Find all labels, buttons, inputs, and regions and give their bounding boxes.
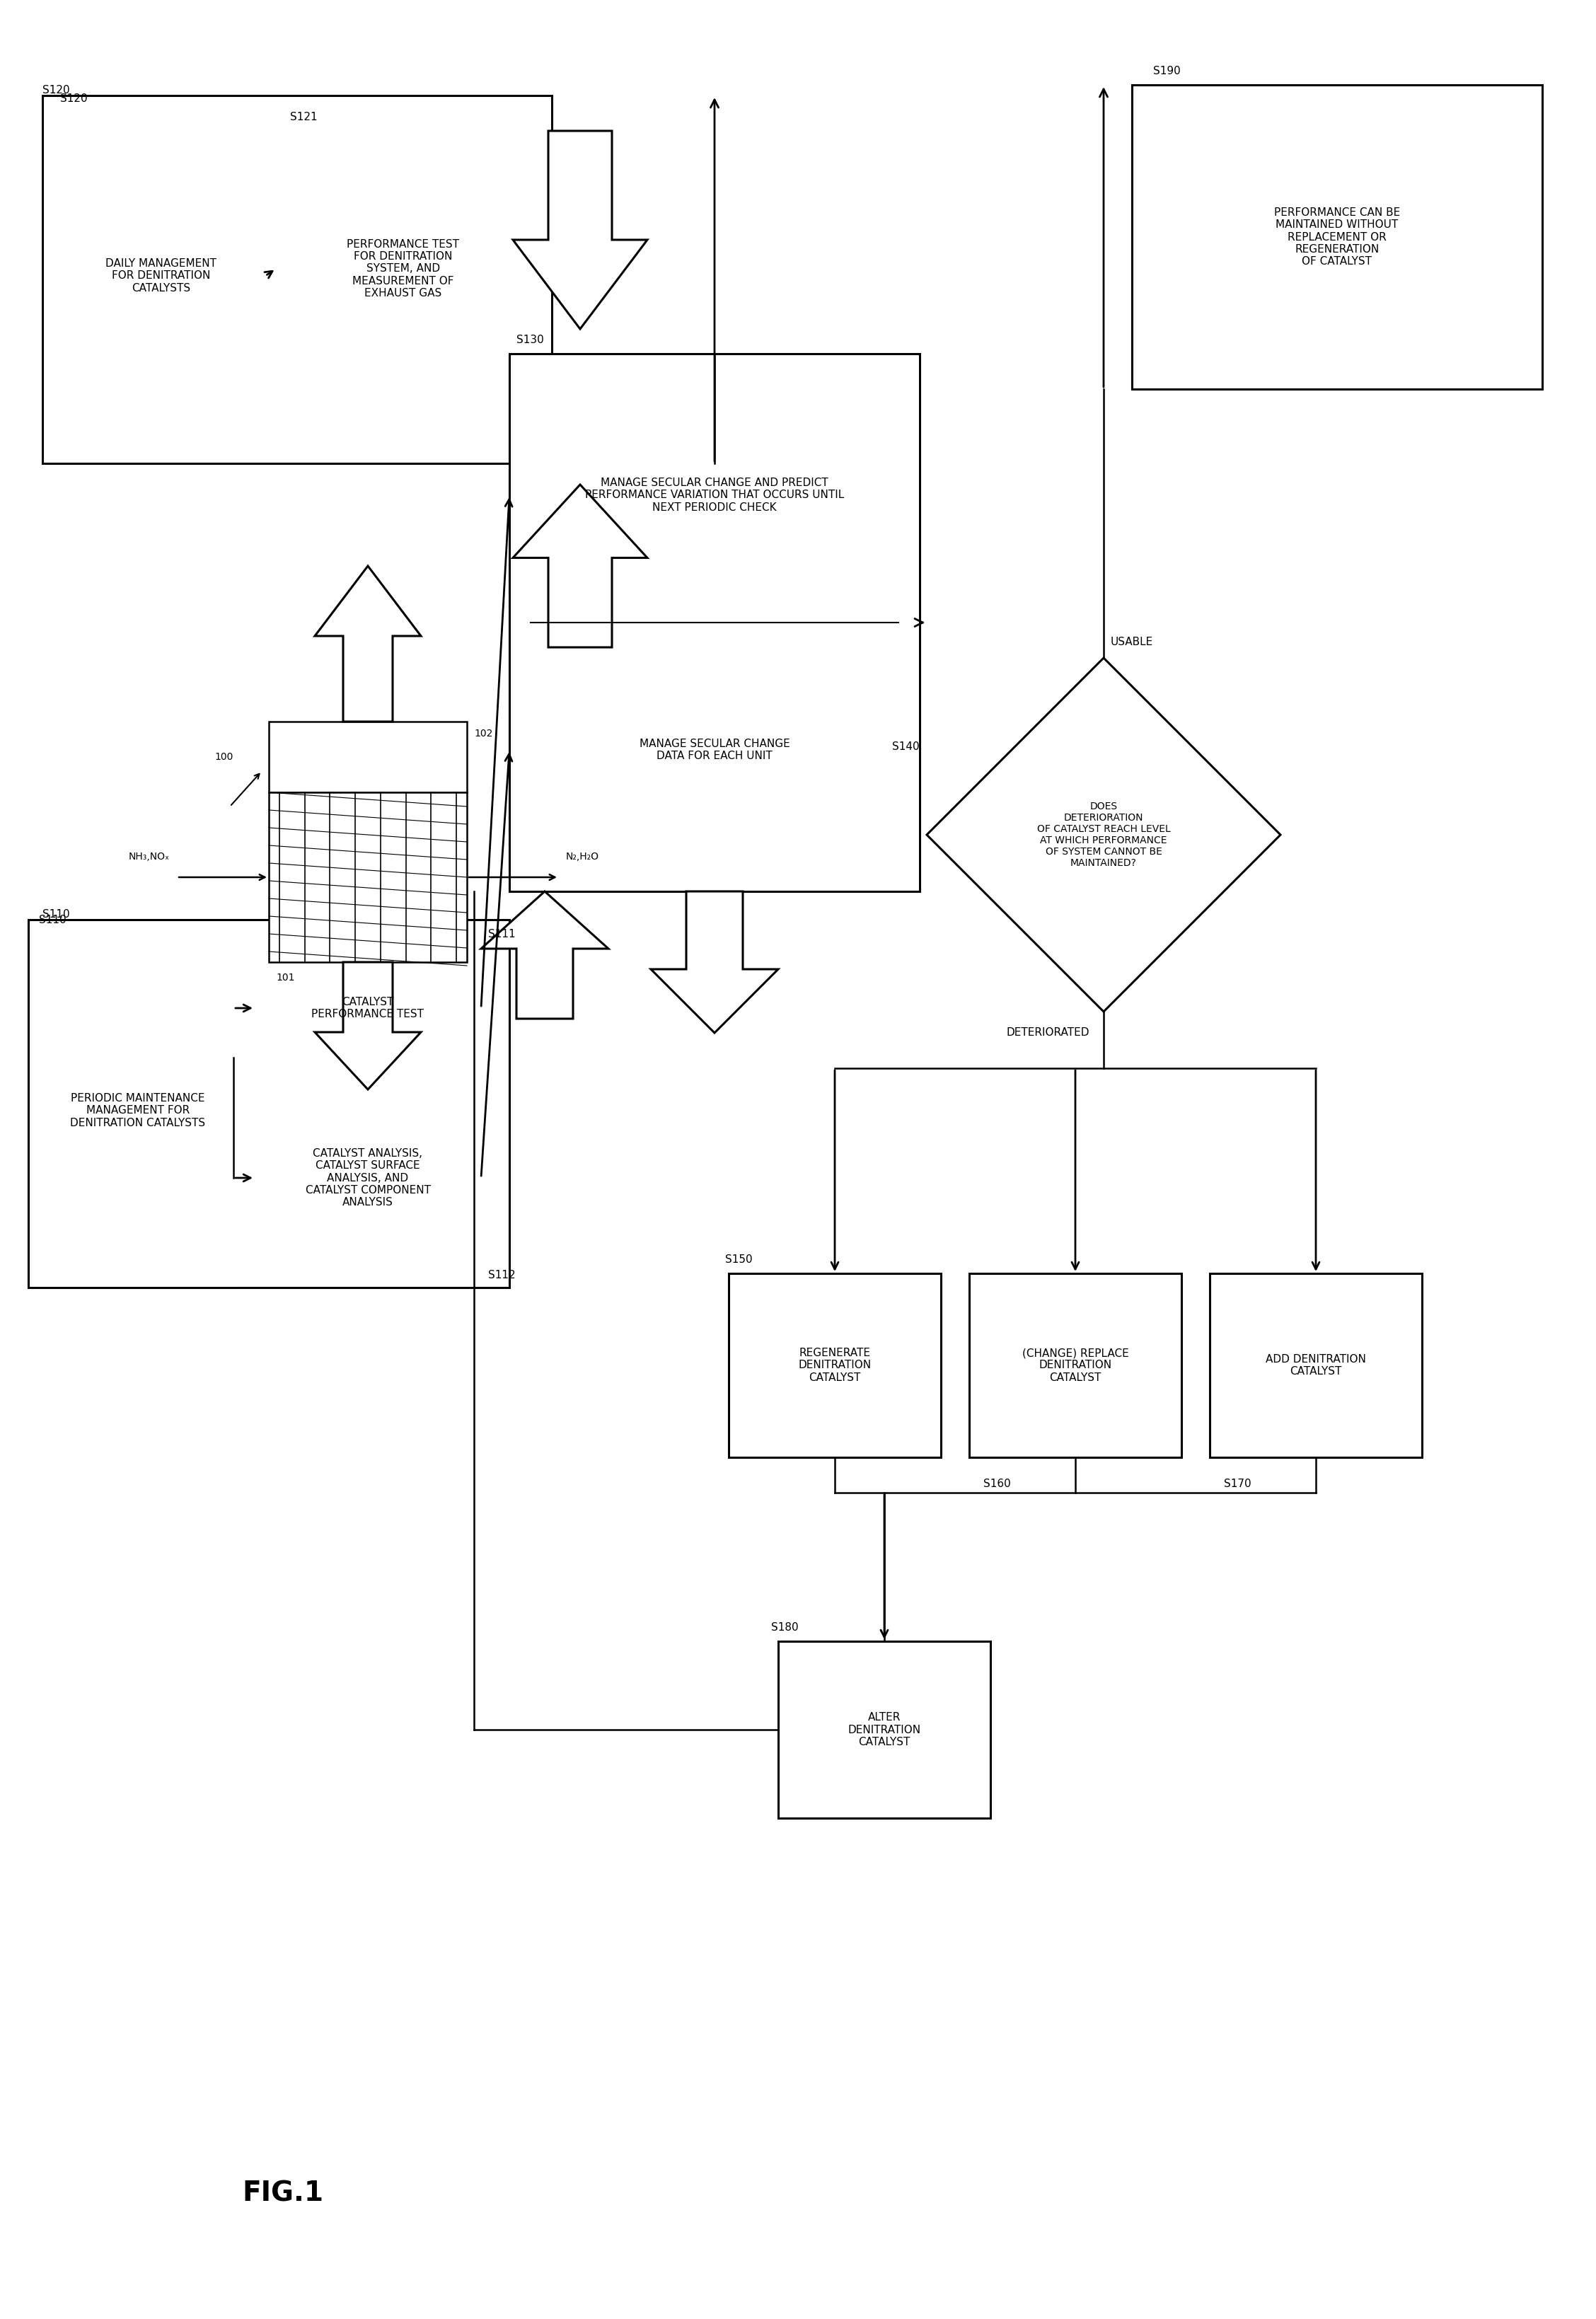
Polygon shape xyxy=(512,485,648,647)
FancyBboxPatch shape xyxy=(255,948,480,1069)
Text: ADD DENITRATION
CATALYST: ADD DENITRATION CATALYST xyxy=(1266,1354,1366,1377)
Text: S121: S121 xyxy=(290,111,318,123)
Bar xyxy=(509,355,919,890)
Polygon shape xyxy=(314,962,421,1090)
Text: NH₃,NOₓ: NH₃,NOₓ xyxy=(129,851,169,863)
Text: USABLE: USABLE xyxy=(1111,638,1154,647)
Bar xyxy=(43,935,233,1287)
Text: FIG.1: FIG.1 xyxy=(243,2180,324,2205)
Text: MANAGE SECULAR CHANGE
DATA FOR EACH UNIT: MANAGE SECULAR CHANGE DATA FOR EACH UNIT xyxy=(640,737,790,761)
Text: S120: S120 xyxy=(43,86,70,95)
Text: CATALYST
PERFORMANCE TEST: CATALYST PERFORMANCE TEST xyxy=(311,997,425,1020)
Text: MANAGE SECULAR CHANGE AND PREDICT
PERFORMANCE VARIATION THAT OCCURS UNTIL
NEXT P: MANAGE SECULAR CHANGE AND PREDICT PERFOR… xyxy=(586,478,844,512)
Text: PERFORMANCE CAN BE
MAINTAINED WITHOUT
REPLACEMENT OR
REGENERATION
OF CATALYST: PERFORMANCE CAN BE MAINTAINED WITHOUT RE… xyxy=(1274,206,1400,267)
FancyBboxPatch shape xyxy=(276,130,530,406)
Text: DOES
DETERIORATION
OF CATALYST REACH LEVEL
AT WHICH PERFORMANCE
OF SYSTEM CANNOT: DOES DETERIORATION OF CATALYST REACH LEV… xyxy=(1037,800,1170,867)
Bar xyxy=(729,1273,942,1456)
Bar xyxy=(43,95,552,464)
Text: S180: S180 xyxy=(771,1623,798,1633)
Polygon shape xyxy=(480,890,608,1018)
Text: DETERIORATED: DETERIORATED xyxy=(1007,1027,1090,1039)
Text: S160: S160 xyxy=(983,1480,1010,1489)
Text: CATALYST ANALYSIS,
CATALYST SURFACE
ANALYSIS, AND
CATALYST COMPONENT
ANALYSIS: CATALYST ANALYSIS, CATALYST SURFACE ANAL… xyxy=(305,1148,431,1208)
Polygon shape xyxy=(314,566,421,721)
Text: 101: 101 xyxy=(276,972,295,983)
Text: REGENERATE
DENITRATION
CATALYST: REGENERATE DENITRATION CATALYST xyxy=(798,1347,871,1382)
Polygon shape xyxy=(651,890,779,1032)
Bar xyxy=(1132,86,1542,390)
Text: S111: S111 xyxy=(488,930,516,939)
Text: ALTER
DENITRATION
CATALYST: ALTER DENITRATION CATALYST xyxy=(847,1711,921,1746)
Text: S170: S170 xyxy=(1224,1480,1251,1489)
Bar xyxy=(969,1273,1181,1456)
Text: N₂,H₂O: N₂,H₂O xyxy=(567,851,598,863)
Bar xyxy=(268,793,468,962)
Text: 102: 102 xyxy=(474,728,493,737)
Polygon shape xyxy=(512,130,648,329)
Text: PERIODIC MAINTENANCE
MANAGEMENT FOR
DENITRATION CATALYSTS: PERIODIC MAINTENANCE MANAGEMENT FOR DENI… xyxy=(70,1092,206,1129)
Text: DAILY MANAGEMENT
FOR DENITRATION
CATALYSTS: DAILY MANAGEMENT FOR DENITRATION CATALYS… xyxy=(105,257,217,295)
Text: S112: S112 xyxy=(488,1271,516,1280)
Text: S130: S130 xyxy=(517,334,544,346)
Text: S150: S150 xyxy=(725,1255,752,1264)
Bar xyxy=(29,921,509,1287)
Text: 100: 100 xyxy=(215,751,233,763)
FancyBboxPatch shape xyxy=(255,1090,480,1266)
Polygon shape xyxy=(927,659,1280,1011)
Text: PERFORMANCE TEST
FOR DENITRATION
SYSTEM, AND
MEASUREMENT OF
EXHAUST GAS: PERFORMANCE TEST FOR DENITRATION SYSTEM,… xyxy=(346,239,460,299)
Bar xyxy=(268,721,468,793)
Text: S140: S140 xyxy=(892,742,919,751)
Bar xyxy=(779,1642,991,1818)
Bar xyxy=(56,109,265,443)
Text: S110: S110 xyxy=(38,914,67,925)
Text: S110: S110 xyxy=(43,909,70,921)
Text: S120: S120 xyxy=(61,93,88,104)
Bar xyxy=(1210,1273,1422,1456)
Text: (CHANGE) REPLACE
DENITRATION
CATALYST: (CHANGE) REPLACE DENITRATION CATALYST xyxy=(1021,1347,1128,1382)
Text: S190: S190 xyxy=(1154,65,1181,77)
